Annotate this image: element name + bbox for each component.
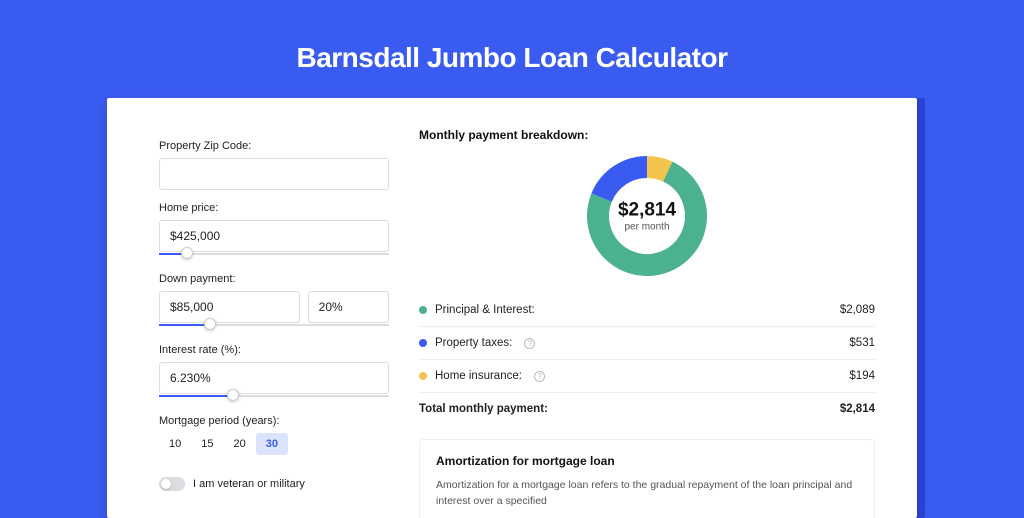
total-label: Total monthly payment: (419, 403, 548, 415)
period-option-30[interactable]: 30 (256, 433, 288, 455)
breakdown-label: Principal & Interest: (435, 304, 535, 316)
breakdown-panel: Monthly payment breakdown: $2,814 per mo… (407, 98, 917, 518)
donut-amount: $2,814 (618, 200, 676, 222)
down-payment-pct-input[interactable] (308, 291, 389, 323)
period-option-20[interactable]: 20 (224, 433, 256, 455)
info-icon[interactable]: ? (524, 338, 535, 349)
breakdown-label: Home insurance: (435, 370, 522, 382)
legend-dot (419, 339, 427, 347)
zip-input[interactable] (159, 158, 389, 190)
zip-label: Property Zip Code: (159, 140, 389, 152)
total-row: Total monthly payment: $2,814 (419, 393, 875, 425)
breakdown-value: $531 (849, 337, 875, 349)
calculator-card: Property Zip Code: Home price: Down paym… (107, 98, 917, 518)
form-panel: Property Zip Code: Home price: Down paym… (107, 98, 407, 518)
veteran-toggle[interactable] (159, 477, 185, 491)
donut-segment-property_taxes (602, 167, 648, 198)
breakdown-label: Property taxes: (435, 337, 512, 349)
amortization-box: Amortization for mortgage loan Amortizat… (419, 439, 875, 518)
breakdown-row: Principal & Interest: $2,089 (419, 294, 875, 327)
home-price-label: Home price: (159, 202, 389, 214)
down-payment-label: Down payment: (159, 273, 389, 285)
total-value: $2,814 (840, 403, 875, 415)
period-option-10[interactable]: 10 (159, 433, 191, 455)
breakdown-title: Monthly payment breakdown: (419, 128, 875, 142)
interest-rate-slider[interactable] (159, 393, 389, 403)
period-option-15[interactable]: 15 (191, 433, 223, 455)
home-price-input[interactable] (159, 220, 389, 252)
breakdown-row: Property taxes:? $531 (419, 327, 875, 360)
home-price-slider[interactable] (159, 251, 389, 261)
breakdown-value: $194 (849, 370, 875, 382)
down-payment-input[interactable] (159, 291, 300, 323)
breakdown-row: Home insurance:? $194 (419, 360, 875, 393)
veteran-label: I am veteran or military (193, 478, 305, 490)
amortization-title: Amortization for mortgage loan (436, 454, 858, 468)
info-icon[interactable]: ? (534, 371, 545, 382)
page-title: Barnsdall Jumbo Loan Calculator (0, 0, 1024, 98)
legend-dot (419, 306, 427, 314)
donut-chart: $2,814 per month (419, 156, 875, 276)
legend-dot (419, 372, 427, 380)
interest-rate-input[interactable] (159, 362, 389, 394)
down-payment-slider[interactable] (159, 322, 389, 332)
donut-segment-home_insurance (647, 167, 668, 172)
interest-rate-label: Interest rate (%): (159, 344, 389, 356)
donut-sublabel: per month (618, 222, 676, 233)
period-selector: 10152030 (159, 433, 389, 455)
amortization-text: Amortization for a mortgage loan refers … (436, 478, 858, 510)
period-label: Mortgage period (years): (159, 415, 389, 427)
breakdown-value: $2,089 (840, 304, 875, 316)
